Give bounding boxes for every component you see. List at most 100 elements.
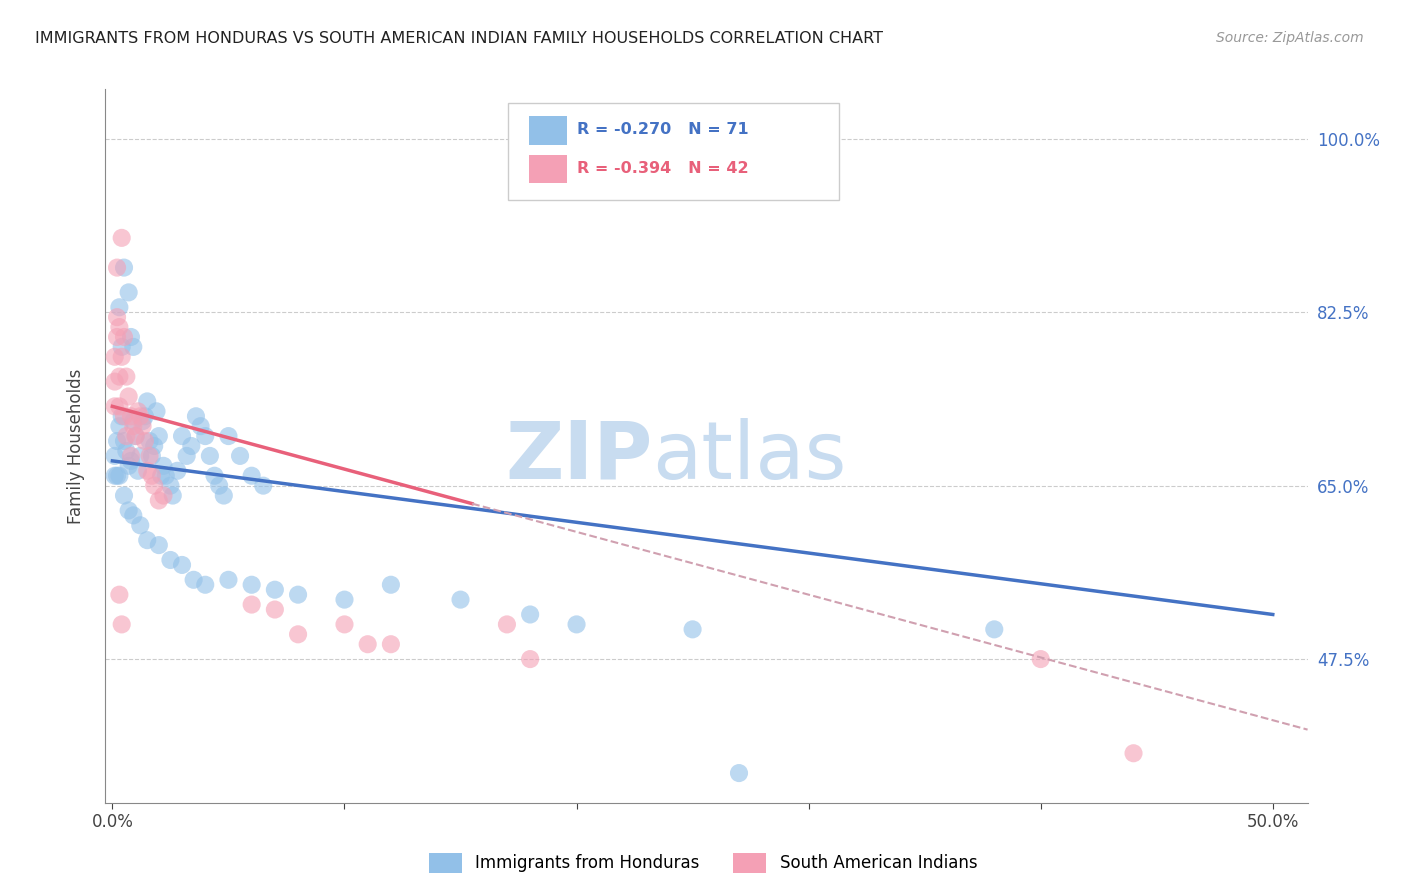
- Point: [105, 434, 128, 448]
- Point: [263, 602, 285, 616]
- FancyBboxPatch shape: [508, 103, 839, 200]
- Point: [217, 573, 239, 587]
- Point: [183, 573, 205, 587]
- Point: [208, 478, 231, 492]
- Point: [118, 285, 141, 300]
- Point: [104, 350, 127, 364]
- Point: [170, 558, 193, 572]
- Point: [105, 260, 128, 275]
- Point: [112, 489, 135, 503]
- Point: [155, 468, 177, 483]
- Point: [134, 434, 156, 448]
- Point: [496, 617, 519, 632]
- Point: [519, 607, 541, 622]
- Point: [136, 394, 159, 409]
- Point: [162, 489, 184, 503]
- Point: [129, 449, 152, 463]
- Point: [104, 375, 127, 389]
- Point: [134, 409, 156, 424]
- Point: [184, 409, 207, 424]
- Point: [124, 429, 146, 443]
- Point: [105, 330, 128, 344]
- Text: Source: ZipAtlas.com: Source: ZipAtlas.com: [1216, 31, 1364, 45]
- Point: [194, 578, 217, 592]
- Point: [120, 409, 142, 424]
- Point: [198, 449, 221, 463]
- Point: [118, 503, 141, 517]
- Point: [252, 478, 274, 492]
- Point: [112, 434, 135, 448]
- Point: [115, 369, 138, 384]
- Point: [131, 419, 153, 434]
- Point: [120, 454, 142, 468]
- Point: [380, 637, 402, 651]
- Point: [115, 429, 138, 443]
- Point: [148, 493, 170, 508]
- Point: [108, 300, 131, 314]
- Point: [1122, 746, 1144, 760]
- Point: [141, 468, 163, 483]
- FancyBboxPatch shape: [529, 155, 567, 184]
- Point: [450, 592, 472, 607]
- Point: [104, 400, 127, 414]
- Point: [152, 458, 174, 473]
- Point: [148, 429, 170, 443]
- Point: [111, 350, 134, 364]
- Point: [108, 400, 131, 414]
- Point: [108, 419, 131, 434]
- Point: [333, 617, 356, 632]
- Point: [124, 429, 146, 443]
- Point: [194, 429, 217, 443]
- Point: [212, 489, 235, 503]
- Point: [166, 464, 188, 478]
- Point: [111, 617, 134, 632]
- Point: [204, 468, 226, 483]
- Point: [170, 429, 193, 443]
- Point: [138, 434, 160, 448]
- Point: [1029, 652, 1052, 666]
- Point: [111, 340, 134, 354]
- Point: [120, 449, 142, 463]
- Point: [159, 553, 181, 567]
- Point: [129, 518, 152, 533]
- Point: [263, 582, 285, 597]
- Point: [127, 404, 149, 418]
- Point: [105, 310, 128, 325]
- Point: [115, 444, 138, 458]
- Text: atlas: atlas: [652, 417, 846, 496]
- Point: [159, 478, 181, 492]
- Point: [118, 458, 141, 473]
- Point: [136, 533, 159, 548]
- Point: [143, 439, 166, 453]
- Point: [565, 617, 588, 632]
- Point: [519, 652, 541, 666]
- Point: [240, 468, 263, 483]
- Point: [105, 468, 128, 483]
- Point: [240, 578, 263, 592]
- Point: [112, 260, 135, 275]
- Point: [108, 588, 131, 602]
- Point: [108, 369, 131, 384]
- Point: [287, 588, 309, 602]
- Point: [141, 449, 163, 463]
- Point: [148, 538, 170, 552]
- Point: [118, 389, 141, 403]
- Point: [111, 231, 134, 245]
- Point: [104, 468, 127, 483]
- Text: R = -0.394   N = 42: R = -0.394 N = 42: [576, 161, 748, 176]
- Y-axis label: Family Households: Family Households: [66, 368, 84, 524]
- Point: [380, 578, 402, 592]
- Point: [127, 464, 149, 478]
- Point: [152, 489, 174, 503]
- Text: IMMIGRANTS FROM HONDURAS VS SOUTH AMERICAN INDIAN FAMILY HOUSEHOLDS CORRELATION : IMMIGRANTS FROM HONDURAS VS SOUTH AMERIC…: [35, 31, 883, 46]
- Point: [240, 598, 263, 612]
- Point: [131, 414, 153, 428]
- Point: [983, 623, 1005, 637]
- Point: [129, 409, 152, 424]
- Text: R = -0.270   N = 71: R = -0.270 N = 71: [576, 122, 748, 137]
- Point: [112, 330, 135, 344]
- Legend: Immigrants from Honduras, South American Indians: Immigrants from Honduras, South American…: [422, 847, 984, 880]
- Point: [357, 637, 380, 651]
- Point: [176, 449, 198, 463]
- Point: [112, 409, 135, 424]
